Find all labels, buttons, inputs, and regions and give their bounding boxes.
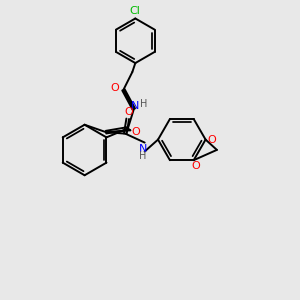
Text: N: N bbox=[131, 100, 140, 111]
Text: O: O bbox=[131, 127, 140, 137]
Text: Cl: Cl bbox=[129, 6, 140, 16]
Text: O: O bbox=[208, 135, 217, 145]
Text: O: O bbox=[192, 161, 200, 171]
Text: H: H bbox=[140, 151, 147, 161]
Text: N: N bbox=[139, 143, 147, 154]
Text: O: O bbox=[111, 83, 119, 93]
Text: O: O bbox=[124, 107, 133, 117]
Text: H: H bbox=[140, 99, 147, 109]
